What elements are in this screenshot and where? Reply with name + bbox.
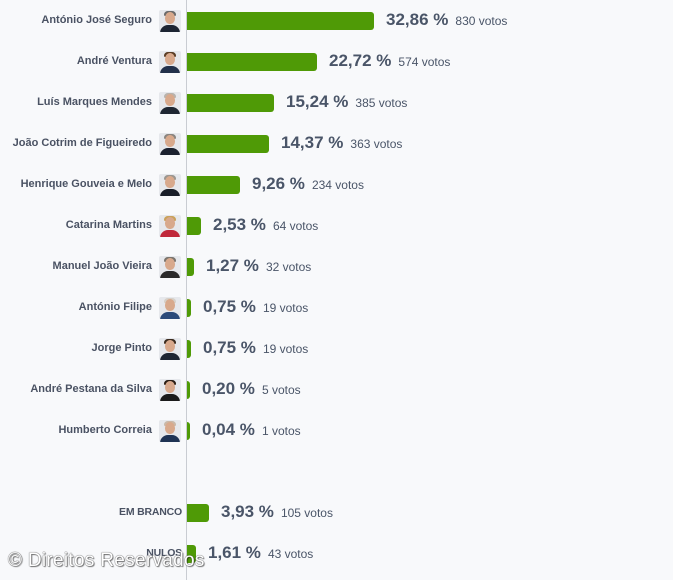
candidate-row: Manuel João Vieira 1,27 % 32 votos	[0, 256, 673, 280]
result-bar	[187, 299, 191, 317]
candidate-avatar	[159, 10, 181, 32]
candidate-avatar	[159, 215, 181, 237]
candidate-name: Jorge Pinto	[91, 342, 152, 354]
candidate-name: André Ventura	[76, 55, 152, 67]
candidate-row: Humberto Correia 0,04 % 1 votos	[0, 420, 673, 444]
candidate-row: Jorge Pinto 0,75 % 19 votos	[0, 338, 673, 362]
candidate-row: João Cotrim de Figueiredo 14,37 % 363 vot…	[0, 133, 673, 157]
candidate-row: Catarina Martins 2,53 % 64 votos	[0, 215, 673, 239]
vote-count: 32 votos	[265, 260, 312, 274]
result-percentage: 2,53 % 64 votos	[213, 215, 319, 234]
candidate-name: António Filipe	[78, 301, 152, 313]
vote-count: 574 votos	[398, 55, 451, 69]
vote-count: 363 votos	[350, 137, 403, 151]
candidate-avatar	[159, 256, 181, 278]
candidate-row: André Ventura 22,72 % 574 votos	[0, 51, 673, 75]
result-percentage: 22,72 % 574 votos	[329, 51, 451, 70]
result-bar	[187, 217, 201, 235]
candidate-row: António José Seguro 32,86 % 830 votos	[0, 10, 673, 34]
result-bar	[187, 258, 194, 276]
vote-count: 19 votos	[262, 342, 309, 356]
vote-count: 234 votos	[311, 178, 364, 192]
copyright-watermark: © Direitos Reservados	[8, 550, 205, 571]
category-name: NULOS	[146, 547, 182, 559]
candidate-name: António José Seguro	[41, 14, 152, 26]
result-bar	[187, 504, 209, 522]
vote-count: 105 votos	[280, 506, 333, 520]
vote-count: 19 votos	[262, 301, 309, 315]
result-bar	[187, 53, 317, 71]
candidate-row: Henrique Gouveia e Melo 9,26 % 234 votos	[0, 174, 673, 198]
result-percentage: 0,04 % 1 votos	[202, 420, 301, 439]
candidate-avatar	[159, 297, 181, 319]
result-percentage: 14,37 % 363 votos	[281, 133, 403, 152]
vote-count: 5 votos	[261, 383, 301, 397]
blank-votes-row: EM BRANCO 3,93 % 105 votos	[0, 502, 673, 526]
candidate-name: Manuel João Vieira	[52, 260, 152, 272]
vote-count: 385 votos	[355, 96, 408, 110]
result-bar	[187, 381, 190, 399]
candidate-avatar	[159, 133, 181, 155]
candidate-name: Catarina Martins	[65, 219, 152, 231]
null-votes-row: NULOS 1,61 % 43 votos	[0, 543, 673, 567]
candidate-name: Luís Marques Mendes	[37, 96, 152, 108]
candidate-row: António Filipe 0,75 % 19 votos	[0, 297, 673, 321]
vote-count: 1 votos	[261, 424, 301, 438]
result-bar	[187, 340, 191, 358]
result-bar	[187, 12, 374, 30]
chart-axis-line	[186, 0, 187, 580]
candidate-avatar	[159, 420, 181, 442]
result-bar	[187, 94, 274, 112]
candidate-avatar	[159, 174, 181, 196]
candidate-name: João Cotrim de Figueiredo	[12, 137, 152, 149]
result-percentage: 0,75 % 19 votos	[203, 297, 309, 316]
result-percentage: 1,61 % 43 votos	[208, 543, 314, 562]
result-bar	[187, 545, 196, 563]
result-percentage: 15,24 % 385 votos	[286, 92, 408, 111]
candidate-name: André Pestana da Silva	[30, 383, 152, 395]
category-name: EM BRANCO	[119, 506, 182, 518]
candidate-name: Humberto Correia	[58, 424, 152, 436]
result-percentage: 32,86 % 830 votos	[386, 10, 508, 29]
result-percentage: 0,20 % 5 votos	[202, 379, 301, 398]
candidate-avatar	[159, 338, 181, 360]
result-percentage: 3,93 % 105 votos	[221, 502, 333, 521]
candidate-row: André Pestana da Silva 0,20 % 5 votos	[0, 379, 673, 403]
vote-count: 43 votos	[267, 547, 314, 561]
result-bar	[187, 135, 269, 153]
candidate-avatar	[159, 92, 181, 114]
result-bar	[187, 176, 240, 194]
result-percentage: 9,26 % 234 votos	[252, 174, 364, 193]
result-percentage: 1,27 % 32 votos	[206, 256, 312, 275]
result-percentage: 0,75 % 19 votos	[203, 338, 309, 357]
candidate-name: Henrique Gouveia e Melo	[20, 178, 152, 190]
vote-count: 64 votos	[272, 219, 319, 233]
candidate-avatar	[159, 379, 181, 401]
candidate-avatar	[159, 51, 181, 73]
result-bar	[187, 422, 190, 440]
vote-count: 830 votos	[455, 14, 508, 28]
candidate-row: Luís Marques Mendes 15,24 % 385 votos	[0, 92, 673, 116]
